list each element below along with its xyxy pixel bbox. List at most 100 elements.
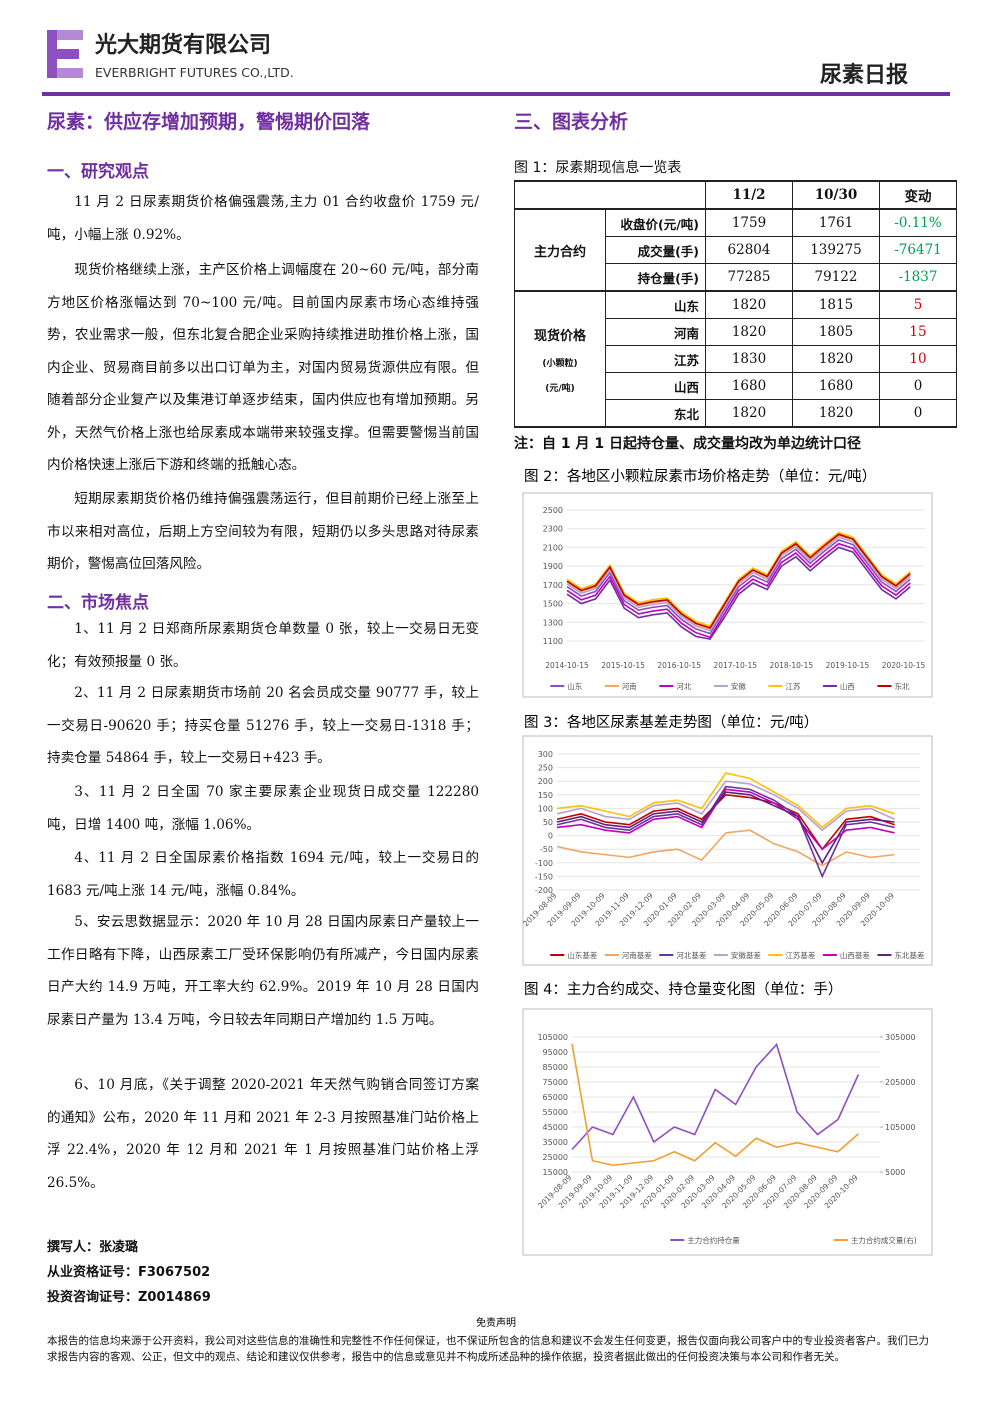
table-cell: 1820 xyxy=(792,345,880,373)
figure-frame xyxy=(522,492,933,698)
series-line xyxy=(566,539,911,635)
table-cell: 139275 xyxy=(792,236,880,264)
series-line xyxy=(556,788,895,851)
y-tick-label: 15000 xyxy=(543,1168,568,1177)
y-tick-label: 65000 xyxy=(543,1093,568,1102)
series-line xyxy=(556,793,895,851)
header-cell: 10/30 xyxy=(792,180,880,210)
table-cell: -0.11% xyxy=(879,208,957,237)
series-line xyxy=(556,829,895,867)
section-heading: 一、研究观点 xyxy=(47,162,149,182)
group-label-line: 现货价格 xyxy=(533,328,586,344)
table-cell: 62804 xyxy=(705,236,793,264)
y2-tick-label: 105000 xyxy=(885,1123,916,1132)
disclaimer-title: 免责声明 xyxy=(476,1316,516,1329)
y-tick-label: -50 xyxy=(540,845,553,854)
y-tick-label: 2300 xyxy=(543,525,563,534)
report-name: 尿素日报 xyxy=(820,62,908,88)
y-tick-label: 1500 xyxy=(543,600,563,609)
y-tick-label: 105000 xyxy=(537,1033,568,1042)
table-cell: 河南 xyxy=(605,318,706,346)
table-cell: 1820 xyxy=(705,290,793,319)
group-label-line: (小颗粒) xyxy=(542,358,578,369)
table-row: 江苏 1830 1820 10 xyxy=(515,345,957,373)
data-table: 11/2 10/30 变动 主力合约 收盘价(元/吨) 1759 1761 -0.11% 成交量… xyxy=(514,180,957,428)
series-line xyxy=(566,533,911,629)
y-tick-label: 300 xyxy=(538,750,553,759)
paragraph: 4、11 月 2 日全国尿素价格指数 1694 元/吨，较上一交易日的 1683… xyxy=(47,850,479,899)
right-heading: 三、图表分析 xyxy=(514,110,628,133)
y-tick-label: 2100 xyxy=(543,543,563,552)
table-cell: 山东 xyxy=(605,290,706,319)
header-cell: 变动 xyxy=(879,180,957,210)
paragraph: 现货价格继续上涨，主产区价格上调幅度在 20~60 元/吨，部分南方地区价格涨幅… xyxy=(47,262,479,473)
y-tick-label: -150 xyxy=(535,872,553,881)
table-cell: 77285 xyxy=(705,263,793,292)
table-row: 持仓量(手) 77285 79122 -1837 xyxy=(514,263,957,292)
paragraph: 3、11 月 2 日全国 70 家主要尿素企业现货日成交量 122280 吨，日… xyxy=(47,784,479,833)
legend-label: 山西 xyxy=(840,681,855,691)
paragraph: 11 月 2 日尿素期货价格偏强震荡,主力 01 合约收盘价 1759 元/吨，… xyxy=(47,194,479,243)
y-tick-label: 150 xyxy=(538,791,553,800)
table-cell: 1830 xyxy=(705,345,793,373)
x-tick-label: 2015-10-15 xyxy=(601,661,645,670)
table-row: 山西 1680 1680 0 xyxy=(515,372,957,400)
section-heading: 二、市场焦点 xyxy=(47,593,149,613)
x-tick-label: 2018-10-15 xyxy=(770,661,814,670)
logo xyxy=(47,30,83,78)
table-cell: -1837 xyxy=(879,263,957,292)
series-line xyxy=(556,780,895,832)
series-line xyxy=(571,1043,859,1167)
y-tick-label: 1100 xyxy=(543,637,563,646)
figure-caption: 图 2：各地区小颗粒尿素市场价格走势（单位：元/吨） xyxy=(524,468,876,485)
y2-tick-label: 305000 xyxy=(885,1033,916,1042)
y-tick-label: 1300 xyxy=(543,618,563,627)
x-tick-label: 2019-10-15 xyxy=(826,661,870,670)
legend-label: 东北 xyxy=(894,681,909,691)
series-line xyxy=(566,542,911,639)
disclaimer-text: 本报告的信息均来源于公开资料，我公司对这些信息的准确性和完整性不作任何保证，也不… xyxy=(47,1335,929,1363)
y-tick-label: 95000 xyxy=(543,1048,568,1057)
table-cell: 山西 xyxy=(605,372,706,400)
table-cell: 1680 xyxy=(705,372,793,400)
legend-label: 东北基差 xyxy=(894,950,924,960)
series-line xyxy=(556,785,895,879)
table-cell: 79122 xyxy=(792,263,880,292)
y-tick-label: 85000 xyxy=(543,1063,568,1072)
paragraph: 6、10 月底，《关于调整 2020-2021 年天然气购销合同签订方案的通知》… xyxy=(47,1077,479,1191)
y-tick-label: 1700 xyxy=(543,581,563,590)
legend-label: 山东基差 xyxy=(567,950,597,960)
series-line xyxy=(556,791,895,865)
paragraph: 5、安云思数据显示：2020 年 10 月 28 日国内尿素日产量较上一工作日略… xyxy=(47,914,479,1028)
table-cell: 1805 xyxy=(792,318,880,346)
legend-label: 山西基差 xyxy=(840,950,870,960)
series-line xyxy=(571,1042,860,1151)
y-tick-label: 35000 xyxy=(543,1138,568,1147)
table-cell: 1820 xyxy=(705,399,793,428)
header-cell: 11/2 xyxy=(705,180,793,210)
table-cell: 1820 xyxy=(792,399,880,428)
y-tick-label: 2500 xyxy=(543,506,563,515)
table-row: 主力合约 收盘价(元/吨) 1759 1761 -0.11% xyxy=(514,208,957,292)
table-cell: 江苏 xyxy=(605,345,706,373)
group-label-line: 主力合约 xyxy=(533,244,586,260)
x-tick-label: 2017-10-15 xyxy=(713,661,757,670)
company-en: EVERBRIGHT FUTURES CO.,LTD. xyxy=(95,65,294,80)
table-cell: 10 xyxy=(879,345,957,373)
y-tick-label: 1900 xyxy=(543,562,563,571)
y-tick-label: 200 xyxy=(538,777,553,786)
legend-label: 主力合约持仓量 xyxy=(687,1235,740,1245)
author-line: 投资咨询证号：Z0014869 xyxy=(47,1290,211,1305)
header-rule xyxy=(42,92,950,96)
legend-label: 安徽 xyxy=(731,681,746,691)
charts: 图 2：各地区小颗粒尿素市场价格走势（单位：元/吨） 1100 1300 1500 17… xyxy=(521,468,933,1256)
series-line xyxy=(566,531,911,627)
table-cell: 成交量(手) xyxy=(605,236,706,264)
company-cn: 光大期货有限公司 xyxy=(94,32,271,58)
table-row: 现货价格 (小颗粒) (元/吨) 山东 1820 1815 5 xyxy=(514,290,957,428)
table-row: 成交量(手) 62804 139275 -76471 xyxy=(515,236,957,264)
paragraph: 1、11 月 2 日郑商所尿素期货仓单数量 0 张，较上一交易日无变化；有效预报… xyxy=(47,621,479,670)
series-line xyxy=(566,536,911,632)
